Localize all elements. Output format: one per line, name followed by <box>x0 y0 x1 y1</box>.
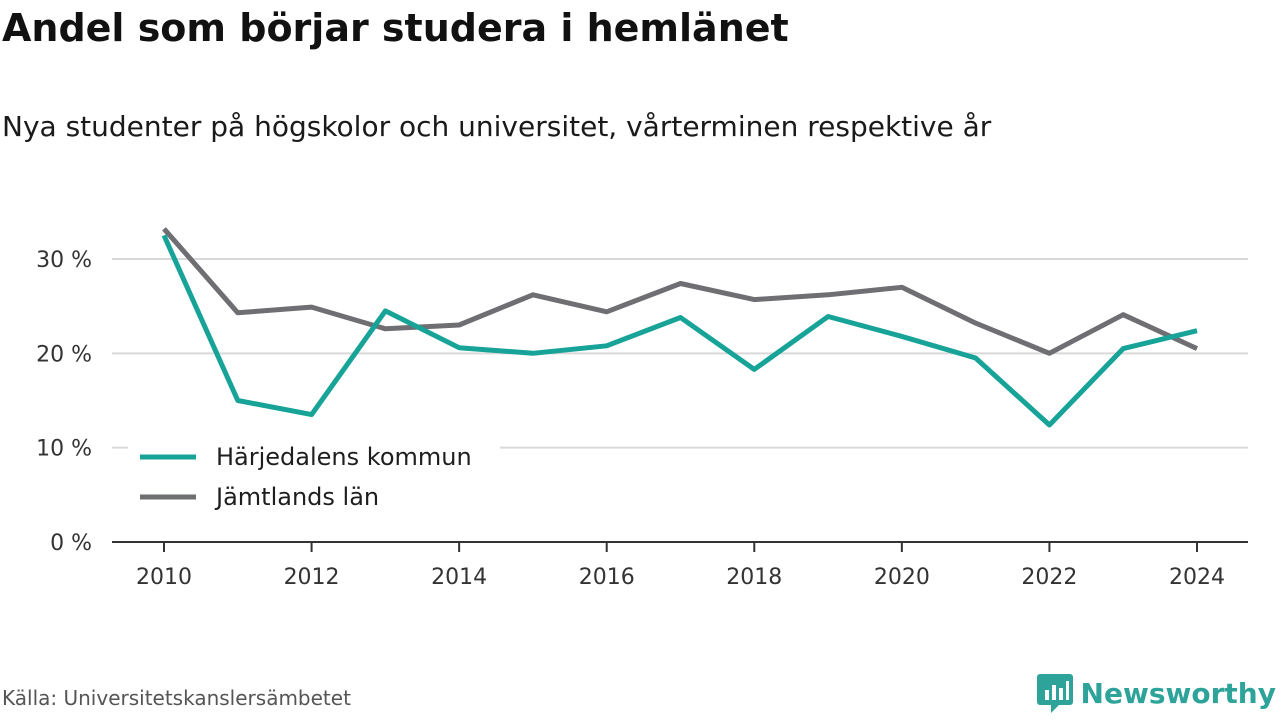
y-tick-label: 30 % <box>36 248 92 273</box>
legend-label: Jämtlands län <box>214 483 379 511</box>
y-tick-label: 0 % <box>50 531 92 556</box>
legend-label: Härjedalens kommun <box>216 443 472 471</box>
newsworthy-logo: Newsworthy <box>1036 672 1276 714</box>
x-tick-label: 2010 <box>136 565 192 590</box>
y-tick-label: 20 % <box>36 342 92 367</box>
x-tick-label: 2016 <box>579 565 635 590</box>
series-line-jamtland <box>162 227 1199 356</box>
x-tick-label: 2014 <box>431 565 487 590</box>
x-tick-label: 2020 <box>874 565 930 590</box>
series-line-harjedalen <box>161 234 1198 428</box>
brand-name: Newsworthy <box>1080 676 1276 710</box>
source-note: Källa: Universitetskanslersämbetet <box>2 686 351 710</box>
x-tick-label: 2024 <box>1169 565 1225 590</box>
line-chart: 0 % 10 % 20 % 30 % 2010 2012 2014 2016 2018 2020 2… <box>36 227 1248 590</box>
x-tick-label: 2022 <box>1021 565 1077 590</box>
x-tick-label: 2012 <box>284 565 340 590</box>
newsworthy-logo-icon <box>1036 674 1073 713</box>
x-tick-label: 2018 <box>726 565 782 590</box>
chart-title: Andel som börjar studera i hemlänet <box>2 6 789 50</box>
legend-background <box>128 436 500 522</box>
chart-subtitle: Nya studenter på högskolor och universit… <box>2 110 992 143</box>
y-tick-label: 10 % <box>36 437 92 462</box>
